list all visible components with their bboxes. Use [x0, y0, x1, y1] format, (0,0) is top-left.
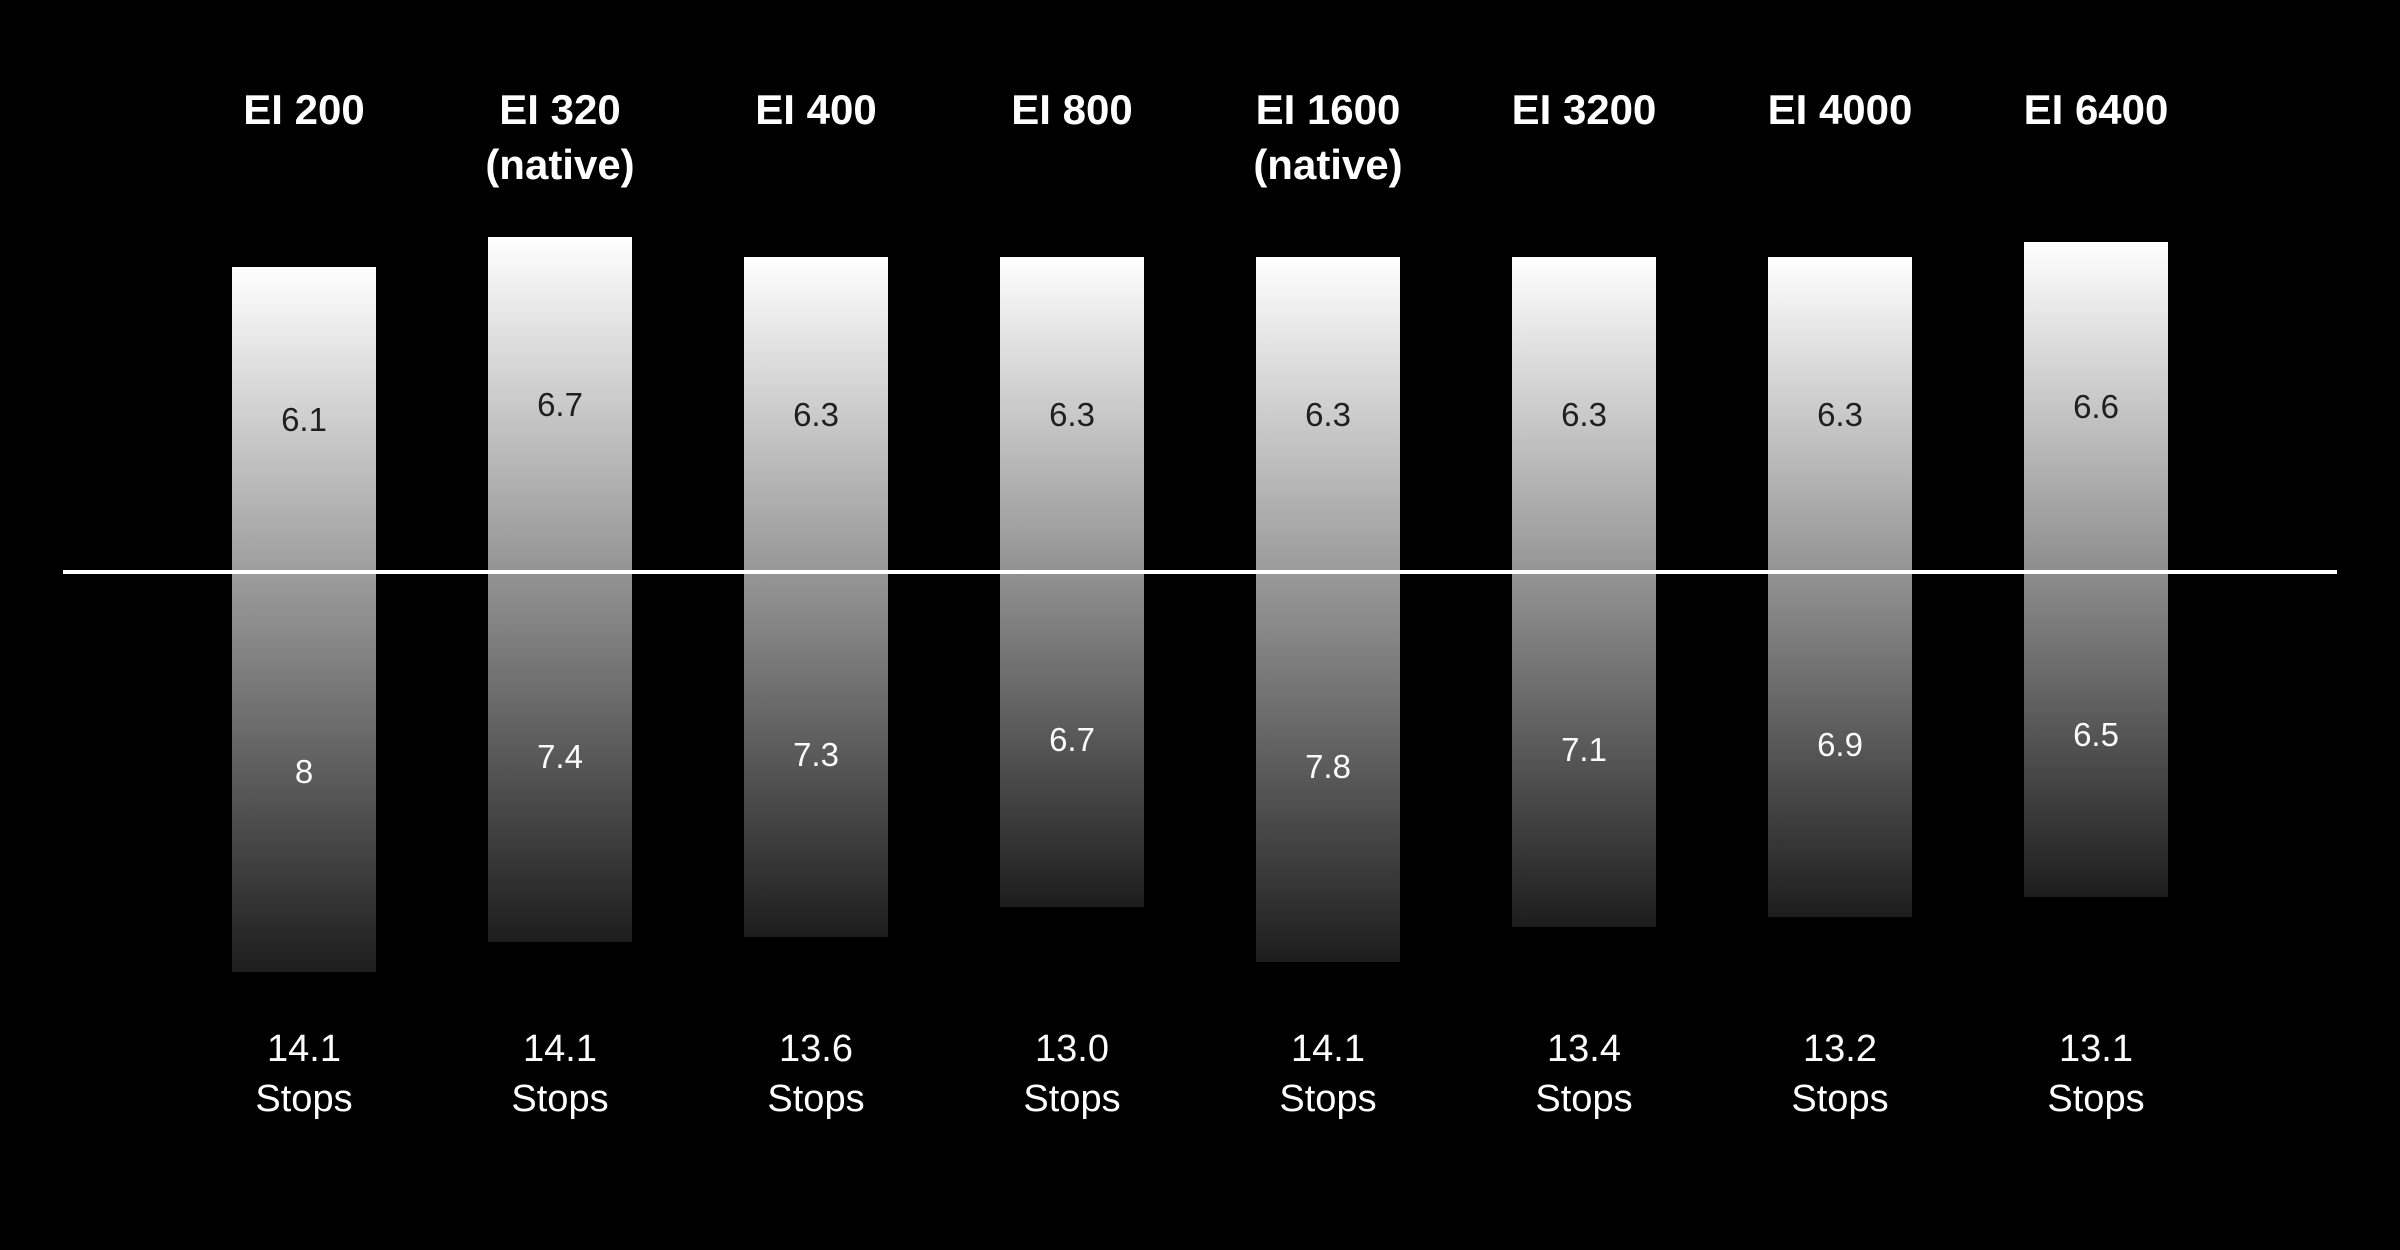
- ei-label: EI 1600 (native): [1200, 82, 1456, 192]
- total-stops-unit: Stops: [767, 1078, 865, 1120]
- stops-below-value: 7.4: [537, 738, 583, 775]
- total-stops-unit: Stops: [1535, 1078, 1633, 1120]
- ei-native-tag: (native): [1253, 141, 1403, 188]
- total-stops-label: 13.0 Stops: [944, 1024, 1200, 1124]
- stops-above-value: 6.6: [2073, 388, 2119, 425]
- total-stops-value: 13.1: [2059, 1028, 2133, 1070]
- total-stops-label: 13.6 Stops: [688, 1024, 944, 1124]
- ei-label: EI 3200: [1456, 82, 1712, 137]
- total-stops-value: 13.2: [1803, 1028, 1877, 1070]
- ei-label-text: EI 6400: [2023, 86, 2169, 133]
- bar-column: EI 6400 6.6 6.5 13.1 Stops: [1968, 0, 2224, 1250]
- stops-above-value: 6.3: [1049, 395, 1095, 433]
- total-stops-label: 13.4 Stops: [1456, 1024, 1712, 1124]
- middle-gray-line: [63, 570, 2337, 574]
- stops-above-value: 6.1: [281, 400, 327, 438]
- ei-label: EI 800: [944, 82, 1200, 137]
- stops-above-value: 6.3: [793, 395, 839, 433]
- dynamic-range-bar: [744, 257, 888, 937]
- total-stops-value: 14.1: [267, 1028, 341, 1070]
- ei-label-text: EI 3200: [1511, 86, 1657, 133]
- stops-above-value: 6.7: [537, 385, 583, 423]
- total-stops-unit: Stops: [1791, 1078, 1889, 1120]
- stops-below-value: 7.3: [793, 735, 839, 773]
- dynamic-range-bar: [1512, 257, 1656, 927]
- total-stops-label: 14.1 Stops: [1200, 1024, 1456, 1124]
- dynamic-range-bar: [488, 237, 632, 942]
- dynamic-range-bar: [1000, 257, 1144, 907]
- stops-below-value: 8: [294, 753, 314, 790]
- total-stops-unit: Stops: [511, 1078, 609, 1120]
- dynamic-range-bar: [2024, 242, 2168, 897]
- total-stops-unit: Stops: [2047, 1078, 2145, 1120]
- ei-label-text: EI 4000: [1767, 86, 1913, 133]
- ei-label-text: EI 200: [243, 86, 365, 133]
- dynamic-range-bar: [1256, 257, 1400, 962]
- bar-column: EI 1600 (native) 6.3 7.8 14.1 Stops: [1200, 0, 1456, 1250]
- ei-label: EI 4000: [1712, 82, 1968, 137]
- bar-column: EI 4000 6.3 6.9 13.2 Stops: [1712, 0, 1968, 1250]
- stops-below-value: 6.5: [2073, 715, 2119, 753]
- stops-above-value: 6.3: [1817, 395, 1863, 433]
- ei-native-tag: (native): [485, 141, 635, 188]
- ei-label-text: EI 1600: [1255, 86, 1401, 133]
- bar-column: EI 3200 6.3 7.1 13.4 Stops: [1456, 0, 1712, 1250]
- stops-above-value: 6.3: [1561, 395, 1607, 433]
- total-stops-label: 13.2 Stops: [1712, 1024, 1968, 1124]
- total-stops-unit: Stops: [1279, 1078, 1377, 1120]
- ei-label: EI 200: [176, 82, 432, 137]
- total-stops-value: 13.6: [779, 1028, 853, 1070]
- stops-below-value: 6.9: [1817, 725, 1863, 763]
- bar-column: EI 800 6.3 6.7 13.0 Stops: [944, 0, 1200, 1250]
- ei-label-text: EI 400: [755, 86, 877, 133]
- ei-label: EI 400: [688, 82, 944, 137]
- dynamic-range-bar: [1768, 257, 1912, 917]
- ei-label-text: EI 800: [1011, 86, 1133, 133]
- stops-below-value: 6.7: [1049, 720, 1095, 758]
- ei-label: EI 6400: [1968, 82, 2224, 137]
- total-stops-value: 14.1: [523, 1028, 597, 1070]
- stops-below-value: 7.1: [1561, 730, 1607, 768]
- ei-label-text: EI 320: [499, 86, 621, 133]
- total-stops-value: 13.0: [1035, 1028, 1109, 1070]
- total-stops-label: 14.1 Stops: [432, 1024, 688, 1124]
- total-stops-unit: Stops: [255, 1078, 353, 1120]
- stops-below-value: 7.8: [1305, 748, 1351, 785]
- bar-column: EI 200 6.1 8 14.1 Stops: [176, 0, 432, 1250]
- total-stops-label: 14.1 Stops: [176, 1024, 432, 1124]
- bar-column: EI 320 (native) 6.7 7.4 14.1 Stops: [432, 0, 688, 1250]
- stops-above-value: 6.3: [1305, 395, 1351, 433]
- ei-label: EI 320 (native): [432, 82, 688, 192]
- total-stops-unit: Stops: [1023, 1078, 1121, 1120]
- bar-column: EI 400 6.3 7.3 13.6 Stops: [688, 0, 944, 1250]
- dynamic-range-bar: [232, 267, 376, 972]
- total-stops-label: 13.1 Stops: [1968, 1024, 2224, 1124]
- total-stops-value: 13.4: [1547, 1028, 1621, 1070]
- total-stops-value: 14.1: [1291, 1028, 1365, 1070]
